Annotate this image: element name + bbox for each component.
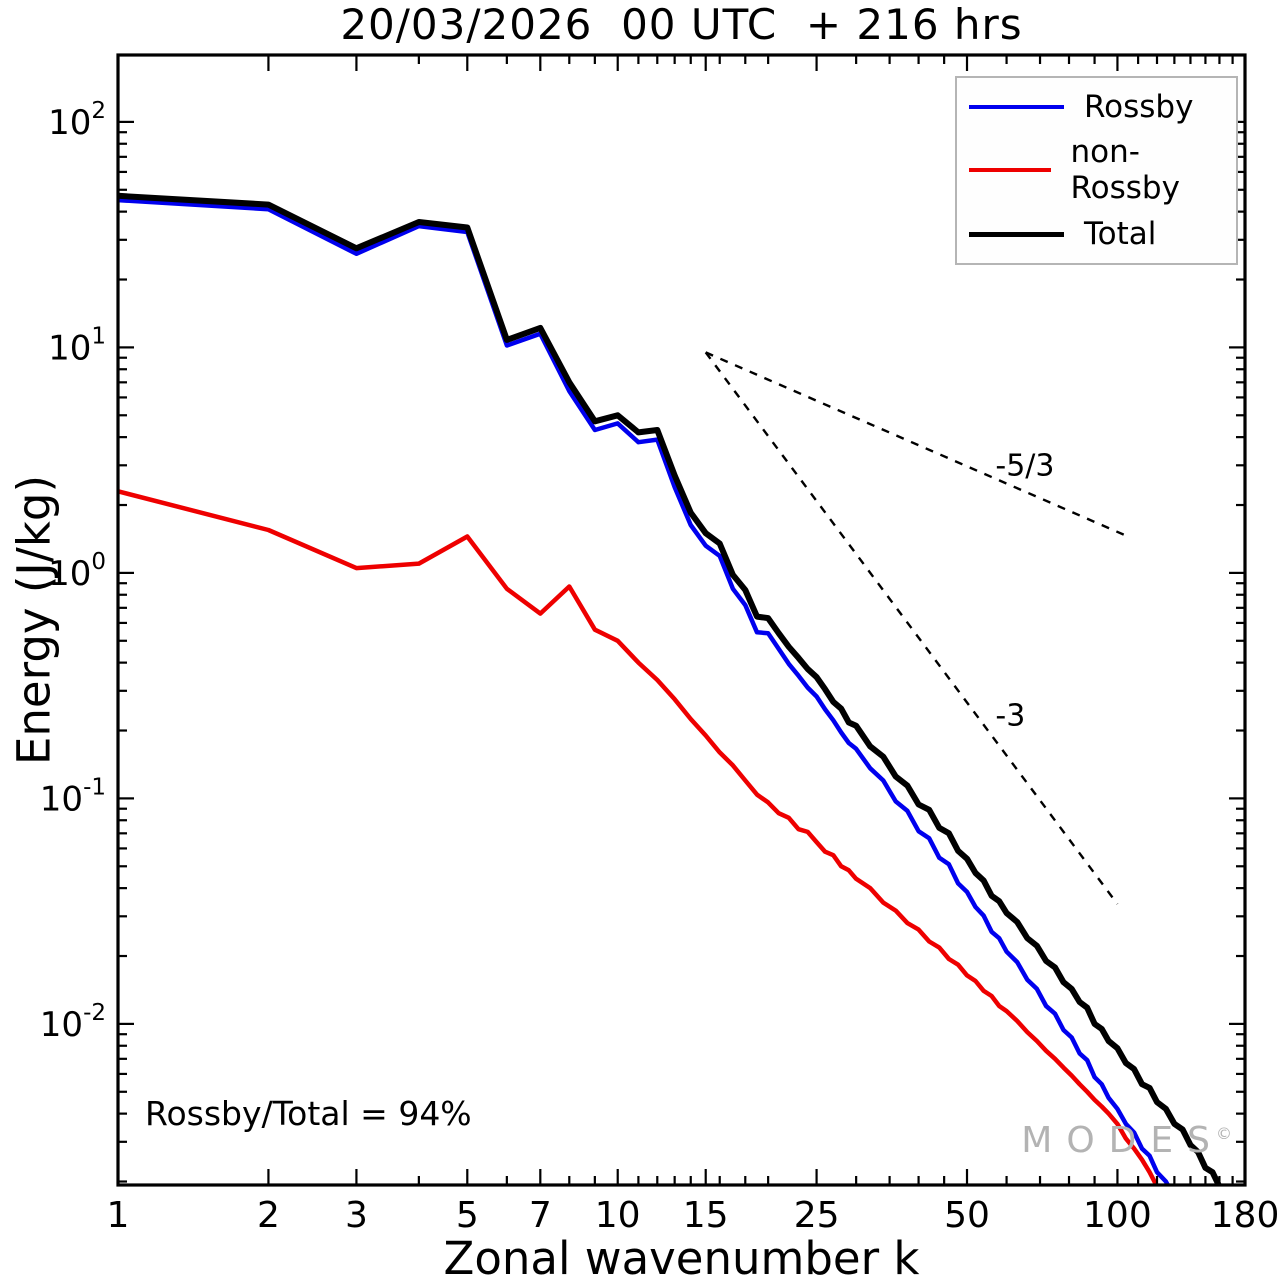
legend-label-total: Total — [1084, 216, 1157, 253]
x-axis-label: Zonal wavenumber k — [443, 1232, 920, 1281]
modes-watermark: MODES© — [1021, 1120, 1232, 1161]
x-tick-label: 5 — [456, 1195, 479, 1236]
x-tick-label: 100 — [1083, 1195, 1152, 1236]
chart-title: 20/03/2026 00 UTC + 216 hrs — [340, 0, 1023, 49]
ticks — [116, 55, 1247, 1185]
slope-label: -5/3 — [995, 449, 1054, 484]
rossby-line-swatch — [969, 104, 1064, 109]
legend-item-total: Total — [969, 216, 1224, 252]
x-tick-label: 15 — [683, 1195, 729, 1236]
y-tick-label: 100 — [48, 549, 106, 594]
y-tick-label: 102 — [48, 98, 106, 143]
series-line-non-Rossby — [118, 489, 1159, 1185]
legend-item-non-rossby: non-Rossby — [969, 134, 1224, 206]
x-tick-label: 1 — [107, 1195, 130, 1236]
legend-label-rossby: Rossby — [1084, 88, 1194, 125]
modes-watermark-text: MODES — [1021, 1120, 1224, 1161]
series-group — [118, 192, 1223, 1185]
rossby-total-ratio-text: Rossby/Total = 94% — [145, 1094, 472, 1133]
y-axis-label: Energy (J/kg) — [7, 474, 61, 766]
slope-label: -3 — [995, 699, 1025, 734]
x-tick-label: 2 — [257, 1195, 280, 1236]
x-tick-label: 25 — [794, 1195, 840, 1236]
legend-label-non-rossby: non-Rossby — [1070, 134, 1180, 207]
legend: Rossby non-Rossby Total — [955, 76, 1238, 265]
x-tick-label: 3 — [345, 1195, 368, 1236]
series-line-Total — [118, 192, 1223, 1185]
total-line-swatch — [969, 231, 1064, 237]
y-tick-label: 10-1 — [40, 774, 106, 819]
copyright-symbol: © — [1216, 1124, 1232, 1143]
legend-item-rossby: Rossby — [969, 89, 1224, 125]
series-line-Rossby — [118, 197, 1171, 1185]
axes-box — [116, 53, 1247, 1187]
y-tick-label: 10-2 — [40, 1000, 106, 1045]
x-tick-label: 180 — [1211, 1195, 1280, 1236]
slope-reference-line — [704, 351, 1119, 905]
x-tick-label: 7 — [529, 1195, 552, 1236]
y-tick-label: 101 — [48, 323, 106, 368]
x-tick-label: 50 — [944, 1195, 990, 1236]
slope-reference-line — [705, 351, 1129, 538]
x-tick-label: 10 — [595, 1195, 641, 1236]
non-rossby-line-swatch — [969, 168, 1051, 173]
